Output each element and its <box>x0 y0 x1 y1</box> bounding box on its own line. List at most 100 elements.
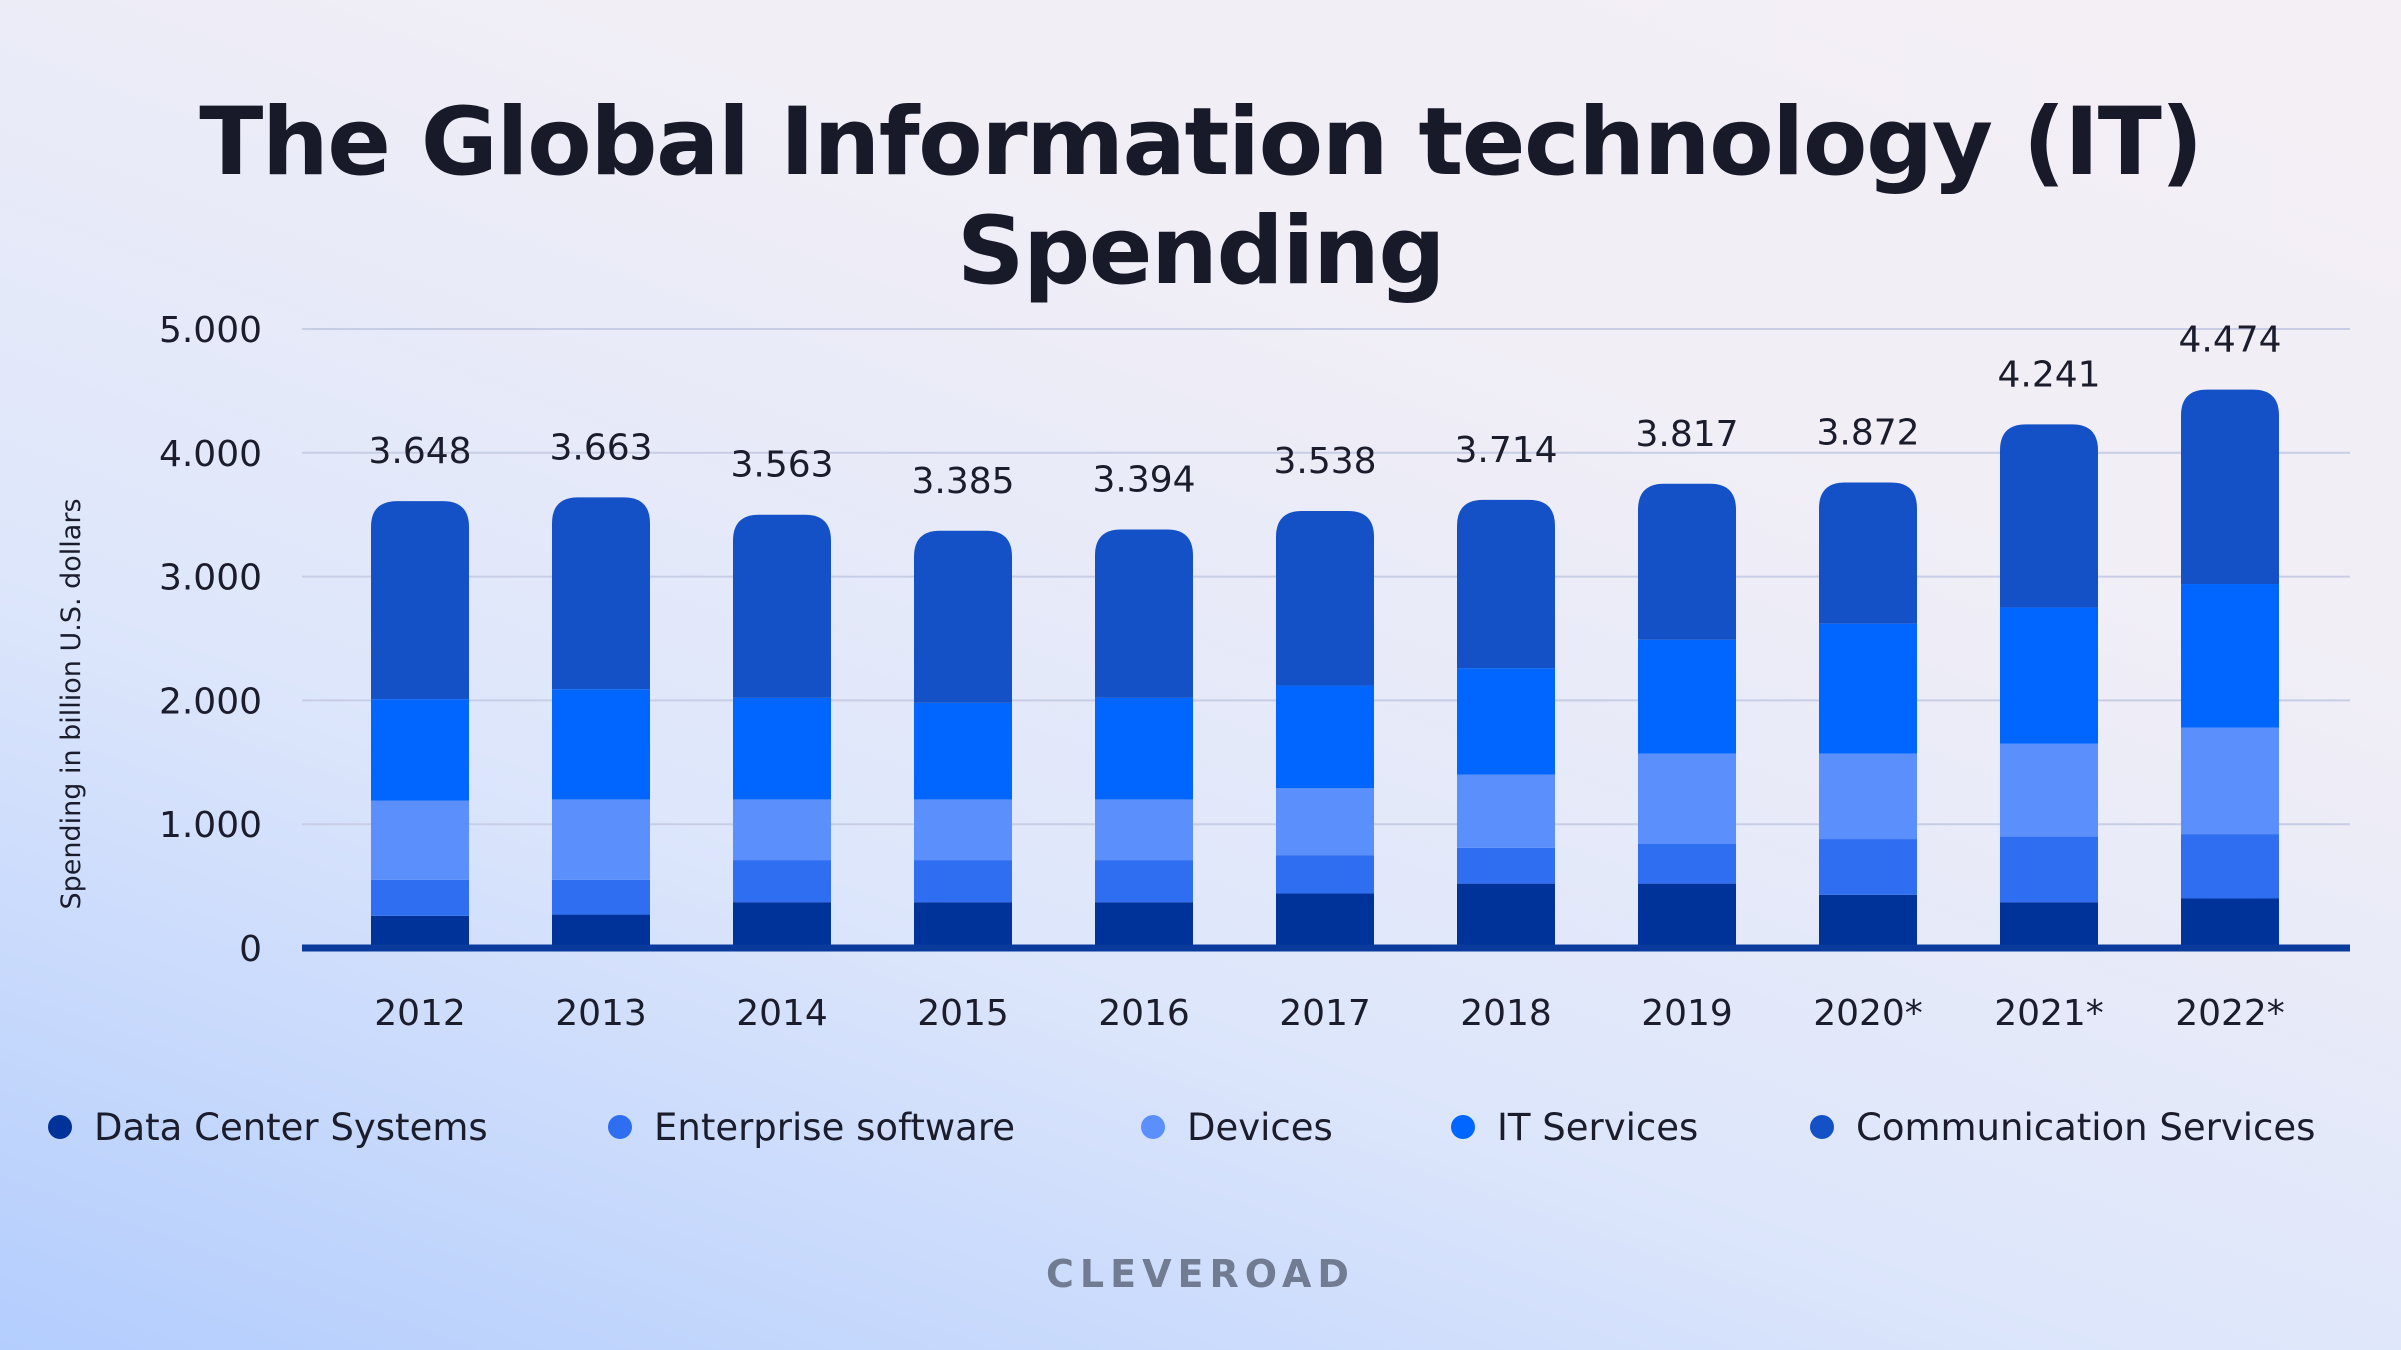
bar-segment-devices <box>1457 774 1555 848</box>
y-tick-label: 3.000 <box>159 558 262 599</box>
bar-segment-it-services <box>914 702 1012 800</box>
total-value-label: 3.385 <box>911 461 1014 502</box>
legend-item-it-services: IT Services <box>1451 1100 1698 1154</box>
legend-label: IT Services <box>1497 1105 1699 1149</box>
bar-segment-it-services <box>733 697 831 800</box>
x-tick-label: 2015 <box>917 993 1009 1034</box>
legend: Data Center Systems Enterprise software … <box>0 1100 2401 1160</box>
y-axis-title: Spending in billion U.S. dollars <box>56 498 87 909</box>
bar-segment-enterprise-software <box>1457 847 1555 884</box>
y-tick-label: 0 <box>239 929 262 970</box>
y-tick-label: 4.000 <box>159 434 262 475</box>
bar-segment-it-services <box>1276 685 1374 789</box>
x-tick-label: 2022* <box>2175 993 2285 1034</box>
bar-segment-communication-services <box>1095 529 1193 698</box>
bar-segment-it-services <box>552 689 650 800</box>
legend-item-enterprise-software: Enterprise software <box>608 1100 1015 1154</box>
legend-item-devices: Devices <box>1141 1100 1333 1154</box>
x-tick-label: 2014 <box>736 993 828 1034</box>
bar-segment-enterprise-software <box>1095 860 1193 903</box>
bar-segment-data-center-systems <box>1276 893 1374 948</box>
x-tick-label: 2018 <box>1460 993 1552 1034</box>
bar-segment-communication-services <box>1819 482 1917 624</box>
bar-segment-data-center-systems <box>2000 902 2098 948</box>
bar-segment-devices <box>1638 753 1736 845</box>
total-value-label: 3.714 <box>1454 430 1557 471</box>
bar-segment-enterprise-software <box>1638 844 1736 884</box>
x-tick-label: 2019 <box>1641 993 1733 1034</box>
bar-segment-it-services <box>1638 639 1736 754</box>
bar-segment-data-center-systems <box>1819 894 1917 948</box>
y-tick-label: 1.000 <box>159 805 262 846</box>
legend-label: Communication Services <box>1856 1105 2316 1149</box>
x-tick-label: 2012 <box>374 993 466 1034</box>
x-tick-label: 2016 <box>1098 993 1190 1034</box>
x-tick-label: 2021* <box>1994 993 2104 1034</box>
total-value-label: 4.474 <box>2178 320 2281 361</box>
bar-segment-enterprise-software <box>733 860 831 903</box>
legend-swatch <box>1810 1115 1834 1139</box>
bar-segment-devices <box>552 799 650 880</box>
bar-segment-data-center-systems <box>1638 883 1736 948</box>
bar-segment-communication-services <box>371 501 469 700</box>
bar-segment-devices <box>1095 799 1193 861</box>
total-value-label: 3.563 <box>730 445 833 486</box>
bar-segment-devices <box>1819 753 1917 840</box>
bar-segment-it-services <box>2000 607 2098 744</box>
total-value-label: 3.538 <box>1273 441 1376 482</box>
bar-segment-data-center-systems <box>371 915 469 948</box>
bar-segment-it-services <box>1095 697 1193 800</box>
bar-segment-enterprise-software <box>552 879 650 915</box>
bar-segment-data-center-systems <box>2181 898 2279 948</box>
bar-segment-data-center-systems <box>1457 883 1555 948</box>
bar-segment-communication-services <box>914 530 1012 703</box>
bar-segment-communication-services <box>552 497 650 690</box>
legend-swatch <box>608 1115 632 1139</box>
bar-segment-it-services <box>371 699 469 801</box>
bar-segment-enterprise-software <box>1276 855 1374 894</box>
bar-segment-communication-services <box>2181 389 2279 585</box>
bar-segment-devices <box>1276 788 1374 856</box>
bar-segment-communication-services <box>2000 424 2098 608</box>
legend-swatch <box>1451 1115 1475 1139</box>
legend-item-data-center-systems: Data Center Systems <box>48 1100 488 1154</box>
bar-segment-enterprise-software <box>2000 836 2098 903</box>
brand-logo: CLEVEROAD <box>1046 1252 1355 1296</box>
total-value-label: 3.394 <box>1092 460 1195 501</box>
bar-segment-it-services <box>1819 623 1917 754</box>
bar-segment-communication-services <box>1276 510 1374 686</box>
bar-segment-enterprise-software <box>914 860 1012 903</box>
bar-segment-devices <box>371 800 469 880</box>
stacked-bar-chart: 0 1.000 2.000 3.000 4.000 5.000 Spending in bi… <box>56 310 2350 1034</box>
bar-segment-data-center-systems <box>552 914 650 948</box>
legend-label: Data Center Systems <box>94 1105 488 1149</box>
bar-segment-enterprise-software <box>2181 834 2279 899</box>
legend-item-communication-services: Communication Services <box>1810 1100 2315 1154</box>
y-tick-label: 2.000 <box>159 681 262 722</box>
total-value-label: 4.241 <box>1997 354 2100 395</box>
bar-segment-enterprise-software <box>1819 839 1917 895</box>
bar-segment-communication-services <box>1457 499 1555 669</box>
bar-segment-devices <box>733 799 831 861</box>
x-tick-label: 2017 <box>1279 993 1371 1034</box>
x-tick-label: 2013 <box>555 993 647 1034</box>
bar-segment-data-center-systems <box>733 902 831 948</box>
total-value-label: 3.663 <box>549 427 652 468</box>
total-value-label: 3.872 <box>1816 413 1919 454</box>
legend-label: Enterprise software <box>654 1105 1015 1149</box>
x-tick-label: 2020* <box>1813 993 1923 1034</box>
legend-label: Devices <box>1187 1105 1333 1149</box>
total-value-label: 3.817 <box>1635 414 1738 455</box>
bar-segment-data-center-systems <box>1095 902 1193 948</box>
bar-segment-devices <box>2181 727 2279 835</box>
bar-segment-devices <box>914 799 1012 861</box>
legend-swatch <box>1141 1115 1165 1139</box>
legend-swatch <box>48 1115 72 1139</box>
bar-segment-enterprise-software <box>371 879 469 916</box>
bar-segment-it-services <box>2181 584 2279 728</box>
bar-segment-communication-services <box>733 514 831 698</box>
bar-segment-communication-services <box>1638 483 1736 640</box>
y-tick-label: 5.000 <box>159 310 262 351</box>
total-value-label: 3.648 <box>368 431 471 472</box>
bar-segment-devices <box>2000 743 2098 837</box>
